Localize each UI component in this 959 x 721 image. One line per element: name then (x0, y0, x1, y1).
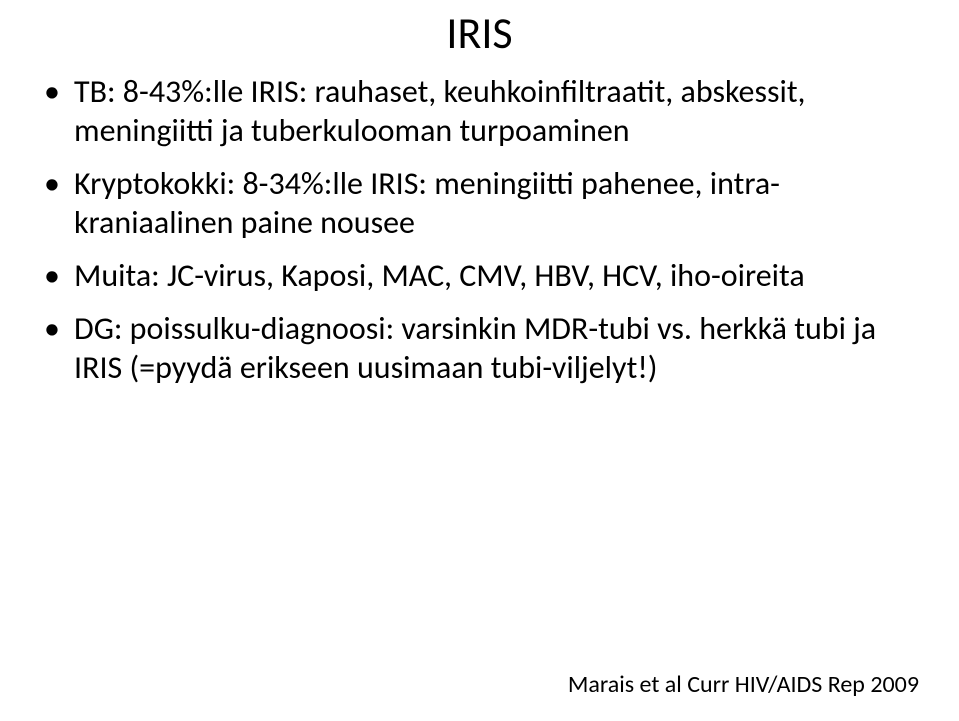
bullet-item: Muita: JC-virus, Kaposi, MAC, CMV, HBV, … (40, 256, 919, 295)
slide-title: IRIS (0, 6, 959, 60)
bullet-item: TB: 8-43%:lle IRIS: rauhaset, keuhkoinfi… (40, 72, 919, 150)
slide: IRIS TB: 8-43%:lle IRIS: rauhaset, keuhk… (0, 0, 959, 721)
citation: Marais et al Curr HIV/AIDS Rep 2009 (568, 670, 919, 699)
bullet-list: TB: 8-43%:lle IRIS: rauhaset, keuhkoinfi… (40, 72, 919, 387)
slide-content: TB: 8-43%:lle IRIS: rauhaset, keuhkoinfi… (40, 72, 919, 401)
bullet-item: Kryptokokki: 8-34%:lle IRIS: meningiitti… (40, 164, 919, 242)
bullet-item: DG: poissulku-diagnoosi: varsinkin MDR-t… (40, 309, 919, 387)
